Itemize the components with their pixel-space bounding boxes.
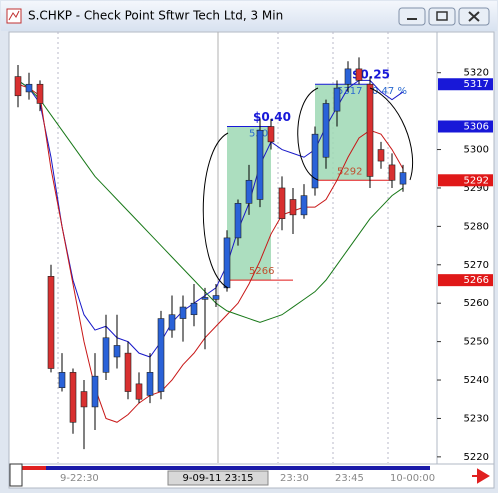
price-axis	[436, 31, 495, 465]
measure-from-label: 5292	[337, 166, 362, 177]
candle-body	[366, 83, 374, 177]
x-tick-label: 23:30	[280, 473, 309, 484]
y-tick-label: 5280	[464, 221, 489, 232]
y-tick-label: 5220	[464, 452, 489, 463]
y-tick-label: 5300	[464, 145, 489, 156]
candle-body	[223, 237, 231, 289]
y-tick-label: 5290	[464, 183, 489, 194]
y-tick-label: 5250	[464, 337, 489, 348]
y-tick-label: 5270	[464, 260, 489, 271]
candle-body	[190, 302, 198, 316]
candle-body	[300, 195, 308, 216]
measure-to-label: 5317	[337, 86, 362, 97]
app-icon-glyph	[8, 10, 20, 21]
candle-body	[245, 179, 253, 204]
candle-body	[25, 83, 33, 93]
measure-from-label: 5266	[249, 266, 274, 277]
maximize-button[interactable]	[428, 7, 456, 26]
price-marker	[438, 78, 493, 91]
price-marker-label: 5317	[464, 79, 489, 90]
window-title: S.CHKP - Check Point Sftwr Tech Ltd, 3 M…	[28, 9, 283, 23]
candle-body	[91, 375, 99, 408]
plot-layer: 5220 5230 5240 5250 5260 5270 5280 5290 5300 5320…	[14, 32, 493, 486]
price-marker	[438, 274, 493, 287]
candle-body	[14, 76, 22, 97]
candle-body	[47, 276, 55, 369]
candle-body	[278, 187, 286, 219]
candle-body	[168, 314, 176, 331]
y-tick-label: 5320	[464, 68, 489, 79]
cursor-label-box	[167, 470, 269, 486]
price-marker-label: 5266	[464, 275, 489, 286]
cursor-label: 9-09-11 23:15	[182, 473, 253, 484]
x-tick-label: 10-00:00	[390, 473, 435, 484]
candle-body	[234, 203, 242, 239]
close-glyph	[468, 11, 480, 22]
candle-body	[146, 372, 154, 396]
ma-line	[17, 79, 404, 323]
maximize-glyph	[436, 11, 448, 21]
price-marker-label: 5292	[464, 175, 489, 186]
x-tick-label: 9-22:30	[60, 473, 99, 484]
candle-body	[124, 352, 132, 392]
price-marker	[438, 120, 493, 133]
x-tick-label: 23:45	[335, 473, 364, 484]
candle-body	[333, 87, 341, 112]
ma-line	[17, 83, 404, 423]
app-icon	[6, 8, 22, 24]
candle-body	[344, 68, 352, 85]
candle-body	[113, 345, 121, 358]
candle-body	[58, 372, 66, 389]
candle-body	[355, 68, 363, 81]
candle-body	[311, 133, 319, 189]
measure-arc	[369, 87, 414, 181]
candle-body	[267, 126, 275, 143]
candle-body	[212, 295, 220, 300]
minimize-button[interactable]	[398, 7, 426, 26]
scroll-thumb[interactable]	[22, 466, 46, 470]
candle-body	[201, 297, 209, 300]
candle-body	[157, 318, 165, 392]
candle-body	[377, 149, 385, 162]
candle-body	[36, 83, 44, 104]
candle-body	[179, 306, 187, 319]
measure-arc	[202, 132, 229, 289]
candle-body	[399, 172, 407, 185]
candle-body	[388, 164, 396, 181]
scroll-arrow[interactable]	[472, 468, 490, 484]
candle-body	[135, 383, 143, 400]
y-tick-label: 5230	[464, 413, 489, 424]
candle-body	[289, 199, 297, 216]
candle-body	[69, 372, 77, 423]
window-buttons	[398, 7, 490, 26]
scroll-box[interactable]	[9, 463, 23, 487]
candle-body	[80, 391, 88, 408]
y-tick-label: 5260	[464, 298, 489, 309]
price-marker-label: 5306	[464, 121, 489, 132]
candle-body	[102, 337, 110, 373]
candle-body	[322, 103, 330, 158]
y-tick-label: 5240	[464, 375, 489, 386]
candle-body	[256, 130, 264, 200]
price-marker	[438, 174, 493, 187]
measure-percent: 0.47 %	[372, 86, 407, 97]
scroll-track[interactable]	[22, 466, 430, 470]
measure-change: $0.40	[253, 110, 291, 124]
measure-arc	[297, 87, 319, 181]
